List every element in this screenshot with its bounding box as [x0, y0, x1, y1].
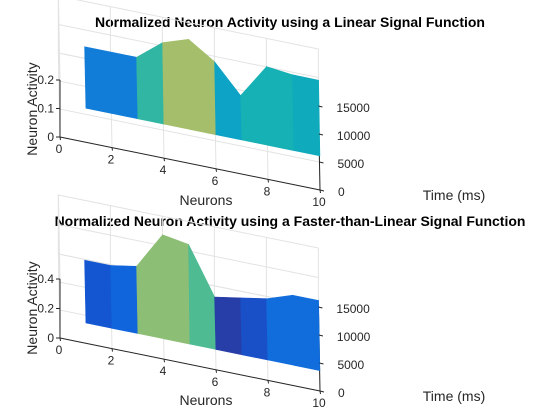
surface-plot-2: Normalized Neuron Activity using a Faste…	[24, 194, 526, 410]
y-tick-mark	[318, 306, 323, 309]
y-tick-label: 0	[338, 386, 345, 400]
z-tick-label: 0.2	[37, 73, 54, 87]
x-tick-label: 2	[108, 153, 115, 167]
gridline	[57, 194, 319, 280]
y-tick-mark	[319, 161, 324, 164]
plot-1-surface	[84, 38, 321, 157]
surface-patch	[240, 65, 269, 146]
surface-patch	[292, 74, 321, 157]
x-tick-label: 2	[108, 354, 115, 368]
x-tick-label: 8	[264, 385, 271, 399]
x-axis-line	[59, 337, 321, 392]
plot-2-tick-labels: 0 2 4 6 8 10 0 5000 10000 15000 0 0.2 0.4	[37, 272, 370, 410]
x-tick-mark	[163, 158, 165, 162]
x-tick-mark	[111, 147, 113, 151]
x-tick-mark	[215, 369, 217, 373]
x-axis-line	[59, 136, 321, 191]
y-tick-label: 10000	[337, 129, 371, 143]
z-tick-label: 0	[47, 130, 54, 144]
x-tick-mark	[267, 380, 269, 384]
y-tick-mark	[318, 133, 324, 136]
z-tick-label: 0.1	[37, 102, 54, 116]
y-tick-label: 5000	[337, 358, 364, 372]
surface-patch	[188, 244, 217, 350]
surface-plot-1: Normalized Neuron Activity using a Linea…	[24, 0, 485, 209]
surface-patch	[84, 259, 113, 329]
surface-patch	[292, 294, 321, 371]
y-tick-label: 5000	[337, 157, 364, 171]
gridline	[57, 0, 319, 81]
x-tick-mark	[267, 179, 269, 183]
plot-1-tick-labels: 0 2 4 6 8 10 0 5000 10000 15000 0 0.1 0.2	[37, 73, 370, 209]
plot-2-zlabel: Neuron Activity	[24, 261, 40, 354]
surface-patch	[136, 42, 165, 125]
surface-patch	[162, 39, 191, 130]
y-tick-mark	[319, 362, 324, 365]
surface-patch	[240, 297, 269, 361]
x-tick-label: 10	[312, 396, 326, 410]
surface-patch	[136, 233, 165, 340]
surface-patch	[110, 51, 139, 120]
y-tick-mark	[318, 105, 323, 108]
gridline	[57, 253, 319, 339]
plot-1-xlabel: Neurons	[180, 192, 233, 208]
plot-1-title: Normalized Neuron Activity using a Linea…	[95, 14, 485, 30]
surface-patch	[266, 294, 295, 366]
plot-2-xlabel: Neurons	[180, 392, 233, 408]
z-tick-label: 0.4	[37, 272, 54, 286]
y-tick-label: 15000	[336, 302, 370, 316]
x-tick-mark	[163, 359, 165, 363]
surface-patch	[162, 234, 191, 345]
y-tick-mark	[318, 334, 324, 337]
x-tick-mark	[111, 348, 113, 352]
x-tick-mark	[215, 168, 217, 172]
y-tick-mark	[319, 189, 325, 192]
y-tick-label: 0	[338, 185, 345, 199]
plot-2-ylabel: Time (ms)	[423, 388, 485, 404]
x-tick-label: 4	[160, 364, 167, 378]
surface-patch	[266, 66, 295, 151]
surface-patch	[214, 296, 243, 356]
y-tick-mark	[319, 390, 325, 393]
y-tick-label: 15000	[336, 101, 370, 115]
plot-2-surface	[84, 233, 321, 371]
surface-patch	[188, 38, 217, 136]
x-tick-label: 0	[56, 343, 63, 357]
x-tick-label: 6	[212, 174, 219, 188]
x-tick-mark	[59, 337, 61, 342]
gridline	[57, 223, 319, 309]
x-tick-label: 4	[160, 163, 167, 177]
x-tick-mark	[59, 136, 61, 141]
plot-1-ylabel: Time (ms)	[423, 187, 485, 203]
z-tick-label: 0.2	[37, 302, 54, 316]
surface-patch	[84, 46, 113, 114]
z-tick-label: 0	[47, 331, 54, 345]
plot-2-title: Normalized Neuron Activity using a Faste…	[55, 213, 526, 229]
x-tick-label: 6	[212, 375, 219, 389]
plot-1-zlabel: Neuron Activity	[24, 62, 40, 155]
surface-patch	[110, 265, 139, 334]
x-tick-label: 10	[312, 195, 326, 209]
y-tick-label: 10000	[337, 330, 371, 344]
x-tick-label: 0	[56, 142, 63, 156]
surface-patch	[214, 60, 243, 141]
x-tick-label: 8	[264, 184, 271, 198]
